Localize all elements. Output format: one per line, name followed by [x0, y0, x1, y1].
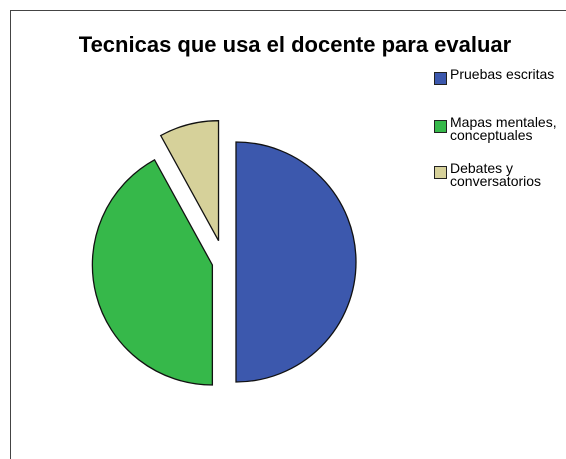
- pie-slice: [91, 158, 214, 386]
- pie-slice: [235, 141, 357, 383]
- pie-slice: [159, 120, 220, 242]
- legend-item: Pruebas escritas: [434, 66, 566, 85]
- legend-item: Debates y conversatorios: [434, 160, 566, 189]
- legend-swatch: [434, 120, 447, 133]
- legend-label: Debates y conversatorios: [450, 160, 542, 189]
- legend-swatch: [434, 72, 447, 85]
- chart-title: Tecnicas que usa el docente para evaluar: [79, 32, 512, 57]
- legend-swatch: [434, 166, 447, 179]
- legend-label: Pruebas escritas: [450, 66, 555, 82]
- legend-item: Mapas mentales, conceptuales: [434, 114, 566, 143]
- legend-label: Mapas mentales, conceptuales: [450, 114, 557, 143]
